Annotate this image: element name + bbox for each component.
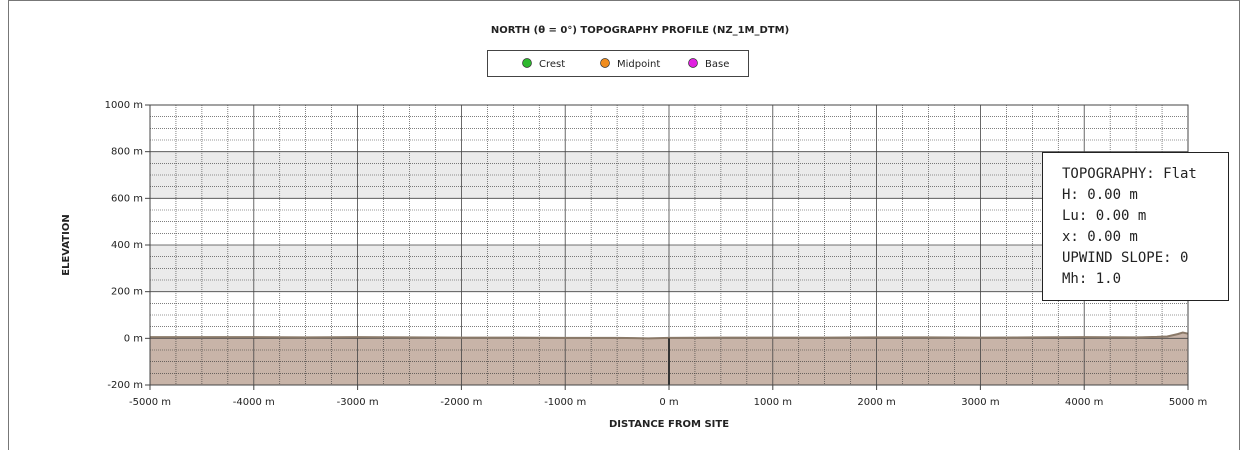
y-tick-label: 800 m [111,147,143,158]
chart-title: NORTH (θ = 0°) TOPOGRAPHY PROFILE (NZ_1M… [491,25,789,36]
annotation-line: Lu: 0.00 m [1062,208,1146,224]
annotation-line: UPWIND SLOPE: 0 [1062,250,1188,266]
y-tick-label: 600 m [111,193,143,204]
x-tick-label: 2000 m [857,397,895,408]
x-tick-label: -2000 m [440,397,482,408]
x-tick-label: 0 m [659,397,678,408]
x-tick-label: 1000 m [754,397,792,408]
legend-marker [688,58,698,68]
legend-label: Crest [539,59,565,70]
y-tick-label: 200 m [111,287,143,298]
x-tick-label: -4000 m [233,397,275,408]
annotation-line: Mh: 1.0 [1062,271,1121,287]
x-axis-label: DISTANCE FROM SITE [609,419,729,430]
y-tick-label: 0 m [124,333,143,344]
annotation-box [1042,152,1229,301]
x-tick-label: -3000 m [337,397,379,408]
y-tick-label: -200 m [107,380,143,391]
y-tick-label: 1000 m [105,100,143,111]
annotation-line: x: 0.00 m [1062,229,1138,245]
legend-label: Midpoint [617,59,660,70]
annotation-line: TOPOGRAPHY: Flat [1062,166,1197,182]
terrain-line [150,331,1189,340]
y-tick-label: 400 m [111,240,143,251]
x-tick-label: 4000 m [1065,397,1103,408]
legend-marker [600,58,610,68]
legend-marker [522,58,532,68]
x-tick-label: -5000 m [129,397,171,408]
x-tick-label: 3000 m [961,397,999,408]
legend-label: Base [705,59,729,70]
y-axis-label: ELEVATION [61,214,72,275]
x-tick-label: -1000 m [544,397,586,408]
annotation-line: H: 0.00 m [1062,187,1138,203]
x-tick-label: 5000 m [1169,397,1207,408]
